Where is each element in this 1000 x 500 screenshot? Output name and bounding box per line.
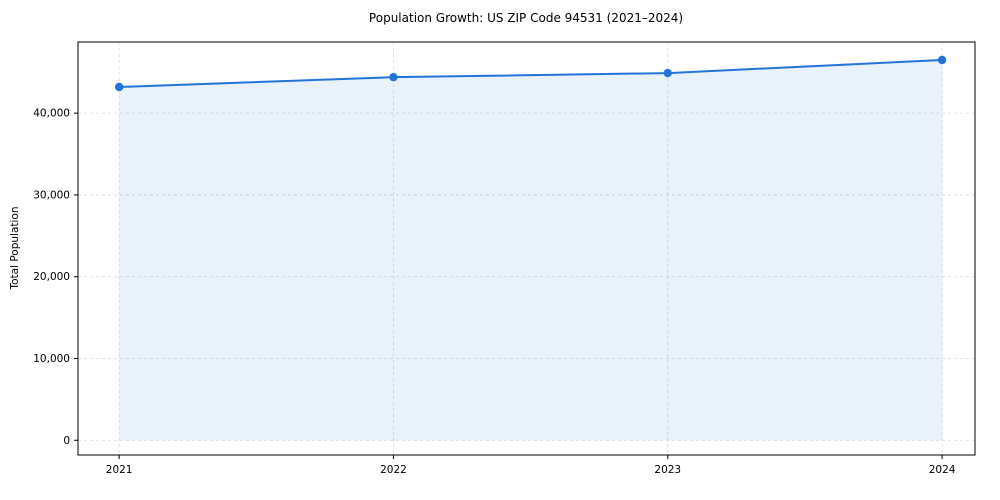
x-tick-label: 2023 bbox=[654, 464, 681, 476]
series-area-group bbox=[119, 59, 943, 441]
axis-ticks: 0 10,000 20,000 30,000 40,000 2021 2022 2023 202… bbox=[33, 108, 956, 476]
chart-title: Population Growth: US ZIP Code 94531 (20… bbox=[369, 11, 683, 25]
x-tick-label: 2022 bbox=[380, 464, 407, 476]
series-area bbox=[119, 59, 943, 441]
x-tick-label: 2021 bbox=[106, 464, 133, 476]
y-tick-label: 30,000 bbox=[33, 189, 70, 201]
plot-border bbox=[77, 41, 976, 456]
y-tick-label: 20,000 bbox=[33, 271, 70, 283]
y-tick-label: 40,000 bbox=[33, 108, 70, 120]
data-point-marker bbox=[389, 72, 398, 82]
data-point-marker bbox=[663, 68, 672, 78]
data-point-marker bbox=[114, 82, 124, 92]
x-tick-label: 2024 bbox=[929, 464, 956, 476]
y-axis-label: Total Population bbox=[9, 206, 21, 290]
series-line bbox=[118, 58, 944, 88]
data-point-marker bbox=[937, 55, 947, 65]
y-tick-label: 10,000 bbox=[33, 353, 70, 365]
y-tick-label: 0 bbox=[63, 435, 70, 447]
gridlines bbox=[78, 42, 975, 455]
series-line-group bbox=[114, 55, 947, 92]
